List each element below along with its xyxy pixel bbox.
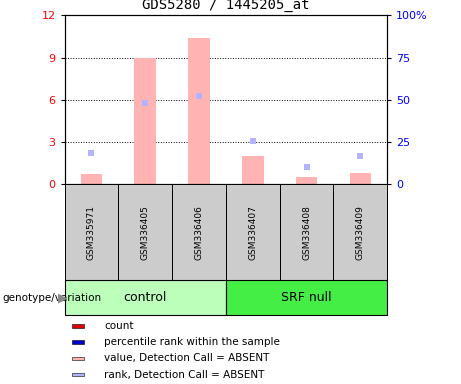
Bar (226, 280, 387, 315)
Text: value, Detection Call = ABSENT: value, Detection Call = ABSENT (104, 353, 270, 363)
Text: genotype/variation: genotype/variation (2, 293, 101, 303)
Text: GSM336405: GSM336405 (141, 205, 150, 260)
Bar (72, 340, 84, 344)
Bar (188, 38, 210, 184)
Bar (72, 373, 84, 376)
Text: GSM336406: GSM336406 (195, 205, 203, 260)
Text: GSM335971: GSM335971 (87, 205, 96, 260)
Bar (135, 58, 156, 184)
Text: rank, Detection Call = ABSENT: rank, Detection Call = ABSENT (104, 370, 265, 380)
Bar (81, 174, 102, 184)
Text: count: count (104, 321, 134, 331)
Bar (72, 357, 84, 360)
Bar (296, 177, 317, 184)
Text: GSM336407: GSM336407 (248, 205, 257, 260)
Text: GSM336409: GSM336409 (356, 205, 365, 260)
Bar (72, 324, 84, 328)
Text: GSM336408: GSM336408 (302, 205, 311, 260)
Bar (118, 184, 172, 280)
Bar (349, 173, 371, 184)
Bar (65, 280, 226, 315)
Bar (172, 184, 226, 280)
Bar (280, 184, 333, 280)
Bar (333, 184, 387, 280)
Bar (226, 184, 280, 280)
Text: SRF null: SRF null (281, 291, 332, 304)
Text: ▶: ▶ (58, 291, 67, 304)
Bar (65, 184, 118, 280)
Title: GDS5280 / 1445205_at: GDS5280 / 1445205_at (142, 0, 310, 12)
Bar (242, 156, 264, 184)
Text: control: control (124, 291, 167, 304)
Text: percentile rank within the sample: percentile rank within the sample (104, 337, 280, 347)
